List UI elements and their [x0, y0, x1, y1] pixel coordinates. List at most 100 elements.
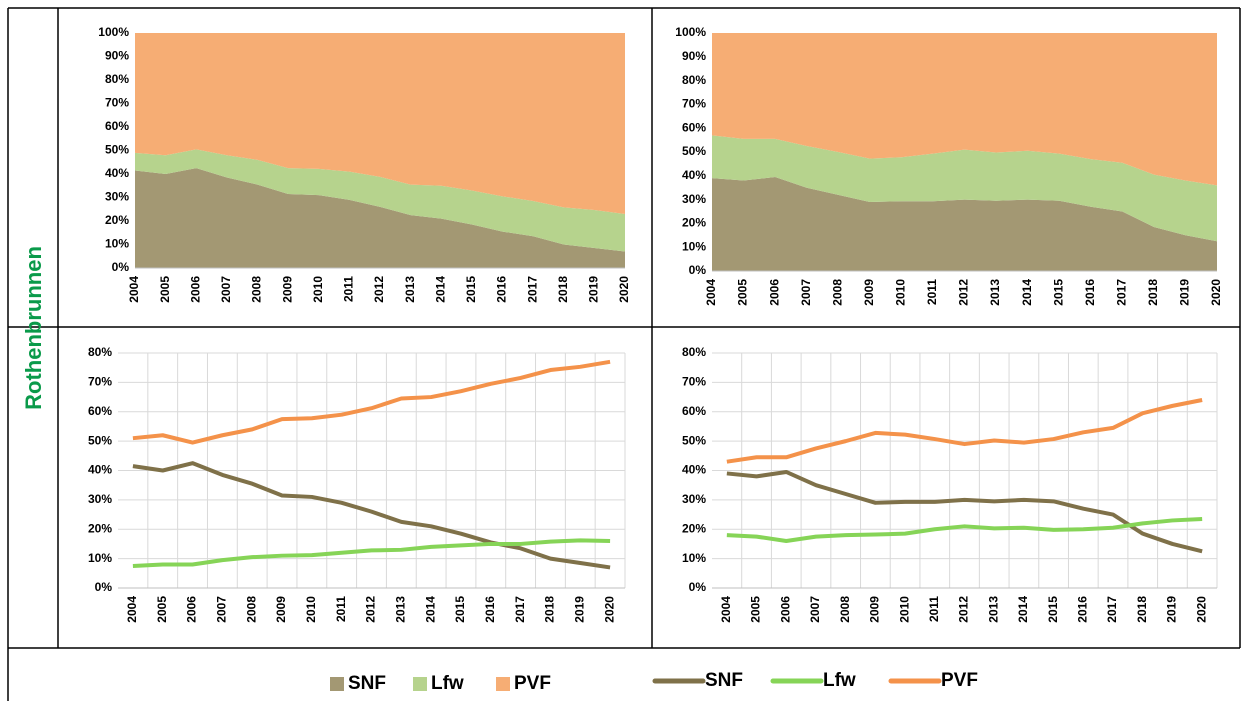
line	[132, 461, 611, 570]
x-tick-label: 2016	[495, 276, 509, 303]
y-tick-label: 100%	[675, 25, 706, 39]
x-tick-label: 2014	[1020, 279, 1034, 306]
x-tick-label: 2009	[280, 276, 294, 303]
y-tick-label: 70%	[682, 97, 706, 111]
legend-label: PVF	[514, 673, 551, 694]
y-tick-label: 80%	[682, 73, 706, 87]
line	[132, 359, 611, 445]
x-tick-label: 2011	[925, 279, 939, 305]
y-tick-label: 40%	[105, 166, 129, 180]
legend-swatch	[413, 677, 427, 691]
x-tick-label: 2010	[304, 596, 318, 623]
x-tick-label: 2005	[155, 596, 169, 623]
x-tick-label: 2016	[483, 596, 497, 623]
y-tick-label: 70%	[682, 375, 706, 389]
y-tick-label: 10%	[682, 551, 706, 565]
x-tick-label: 2007	[219, 276, 233, 303]
y-tick-label: 0%	[689, 580, 707, 594]
line	[726, 398, 1203, 464]
y-tick-label: 80%	[88, 345, 112, 359]
x-tick-label: 2004	[127, 276, 141, 303]
line	[726, 469, 1203, 554]
x-tick-label: 2009	[862, 279, 876, 306]
y-tick-label: 30%	[682, 192, 706, 206]
x-tick-label: 2012	[364, 596, 378, 623]
row-label: Rothenbrunnen	[21, 246, 46, 410]
x-tick-label: 2020	[1194, 596, 1208, 623]
x-tick-label: 2012	[957, 279, 971, 306]
x-tick-label: 2013	[393, 596, 407, 623]
x-tick-label: 2010	[894, 279, 908, 306]
x-tick-label: 2011	[334, 596, 348, 622]
legend-swatch	[330, 677, 344, 691]
x-tick-label: 2006	[188, 276, 202, 303]
x-tick-label: 2017	[513, 596, 527, 623]
y-tick-label: 0%	[112, 260, 130, 274]
x-tick-label: 2020	[1209, 279, 1223, 306]
x-tick-label: 2012	[957, 596, 971, 623]
y-tick-label: 40%	[682, 463, 706, 477]
legend-swatch	[496, 677, 510, 691]
legend-label: SNF	[348, 673, 386, 694]
x-tick-label: 2009	[274, 596, 288, 623]
y-tick-label: 60%	[105, 119, 129, 133]
x-tick-label: 2013	[988, 279, 1002, 306]
x-tick-label: 2019	[1178, 279, 1192, 306]
x-tick-label: 2006	[778, 596, 792, 623]
x-tick-label: 2019	[572, 596, 586, 623]
y-tick-label: 60%	[88, 404, 112, 418]
y-tick-label: 10%	[682, 239, 706, 253]
x-tick-label: 2010	[311, 276, 325, 303]
y-tick-label: 70%	[88, 375, 112, 389]
x-tick-label: 2005	[749, 596, 763, 623]
area	[135, 168, 625, 268]
y-tick-label: 40%	[88, 463, 112, 477]
x-tick-label: 2017	[1114, 279, 1128, 306]
y-tick-label: 50%	[682, 144, 706, 158]
y-tick-label: 90%	[682, 49, 706, 63]
x-tick-label: 2016	[1075, 596, 1089, 623]
x-tick-label: 2018	[1146, 279, 1160, 306]
x-tick-label: 2014	[433, 276, 447, 303]
y-tick-label: 0%	[95, 580, 113, 594]
x-tick-label: 2008	[244, 596, 258, 623]
y-tick-label: 10%	[105, 237, 129, 251]
x-tick-label: 2015	[1051, 279, 1065, 306]
y-tick-label: 80%	[682, 345, 706, 359]
area	[712, 176, 1217, 271]
x-tick-label: 2018	[1135, 596, 1149, 623]
y-tick-label: 100%	[98, 25, 129, 39]
y-tick-label: 30%	[105, 190, 129, 204]
x-tick-label: 2015	[464, 276, 478, 303]
x-tick-label: 2006	[185, 596, 199, 623]
x-tick-label: 2019	[1165, 596, 1179, 623]
y-tick-label: 90%	[105, 49, 129, 63]
x-tick-label: 2004	[719, 596, 733, 623]
legend-label: SNF	[705, 670, 743, 691]
x-tick-label: 2008	[250, 276, 264, 303]
x-tick-label: 2013	[986, 596, 1000, 623]
x-tick-label: 2013	[403, 276, 417, 303]
x-tick-label: 2005	[158, 276, 172, 303]
area	[135, 33, 625, 214]
x-tick-label: 2019	[587, 276, 601, 303]
y-tick-label: 20%	[682, 521, 706, 535]
y-tick-label: 50%	[88, 433, 112, 447]
x-tick-label: 2018	[556, 276, 570, 303]
y-tick-label: 80%	[105, 72, 129, 86]
y-tick-label: 0%	[689, 263, 707, 277]
x-tick-label: 2011	[927, 596, 941, 622]
y-tick-label: 30%	[682, 492, 706, 506]
y-tick-label: 20%	[88, 521, 112, 535]
x-tick-label: 2016	[1083, 279, 1097, 306]
x-tick-label: 2005	[736, 279, 750, 306]
x-tick-label: 2007	[808, 596, 822, 623]
y-tick-label: 70%	[105, 96, 129, 110]
y-tick-label: 30%	[88, 492, 112, 506]
y-tick-label: 60%	[682, 404, 706, 418]
x-tick-label: 2020	[602, 596, 616, 623]
x-tick-label: 2011	[342, 276, 356, 302]
x-tick-label: 2014	[423, 596, 437, 623]
line	[726, 516, 1203, 543]
y-tick-label: 50%	[105, 143, 129, 157]
